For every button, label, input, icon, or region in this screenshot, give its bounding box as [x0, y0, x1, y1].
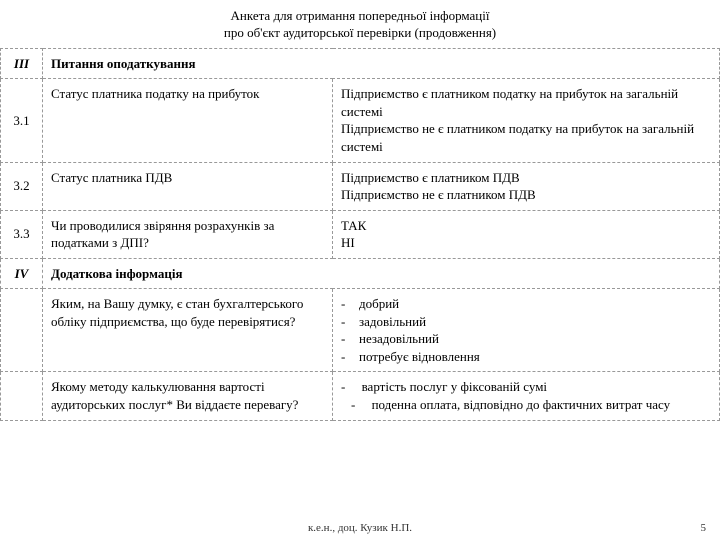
footer: к.е.н., доц. Кузик Н.П. 5	[0, 522, 720, 534]
answer-option: Підприємство є платником ПДВ	[341, 169, 711, 187]
answer-option: Підприємство не є платником ПДВ	[341, 186, 711, 204]
row-answer: Підприємство є платником ПДВ Підприємств…	[333, 162, 720, 210]
row-answer: Підприємство є платником податку на приб…	[333, 79, 720, 162]
row-answer: -добрий -задовільний -незадовільний -пот…	[333, 289, 720, 372]
dash-icon: -	[341, 379, 345, 394]
footer-author: к.е.н., доц. Кузик Н.П.	[0, 522, 720, 534]
section-num: IV	[1, 258, 43, 289]
answer-option: Підприємство є платником податку на приб…	[341, 85, 711, 120]
row-num	[1, 289, 43, 372]
dash-icon: -	[341, 295, 359, 313]
answer-option: -потребує відновлення	[341, 348, 711, 366]
row-num: 3.2	[1, 162, 43, 210]
table-row: Яким, на Вашу думку, є стан бухгалтерськ…	[1, 289, 720, 372]
row-question: Яким, на Вашу думку, є стан бухгалтерськ…	[43, 289, 333, 372]
table-row: 3.2 Статус платника ПДВ Підприємство є п…	[1, 162, 720, 210]
section-label: Додаткова інформація	[43, 258, 720, 289]
section-num: ІІІ	[1, 48, 43, 79]
row-question: Якому методу калькулювання вартості ауди…	[43, 372, 333, 420]
answer-option: -незадовільний	[341, 330, 711, 348]
dash-icon: -	[341, 348, 359, 366]
questionnaire-table: ІІІ Питання оподаткування 3.1 Статус пла…	[0, 48, 720, 421]
slide-title: Анкета для отримання попередньої інформа…	[0, 0, 720, 48]
answer-option: -задовільний	[341, 313, 711, 331]
answer-option: ТАК	[341, 217, 711, 235]
section-row-4: IV Додаткова інформація	[1, 258, 720, 289]
row-question: Статус платника податку на прибуток	[43, 79, 333, 162]
answer-option: -добрий	[341, 295, 711, 313]
row-answer: ТАК НІ	[333, 210, 720, 258]
row-question: Чи проводилися звіряння розрахунків за п…	[43, 210, 333, 258]
row-answer: - вартість послуг у фіксованій сумі - по…	[333, 372, 720, 420]
dash-icon: -	[351, 397, 355, 412]
answer-option: Підприємство не є платником податку на п…	[341, 120, 711, 155]
answer-option: - поденна оплата, відповідно до фактични…	[341, 396, 711, 414]
dash-icon: -	[341, 330, 359, 348]
answer-option: - вартість послуг у фіксованій сумі	[341, 378, 711, 396]
title-line-1: Анкета для отримання попередньої інформа…	[20, 8, 700, 25]
row-question: Статус платника ПДВ	[43, 162, 333, 210]
table-row: 3.1 Статус платника податку на прибуток …	[1, 79, 720, 162]
section-row-3: ІІІ Питання оподаткування	[1, 48, 720, 79]
dash-icon: -	[341, 313, 359, 331]
title-line-2: про об'єкт аудиторської перевірки (продо…	[20, 25, 700, 42]
table-row: 3.3 Чи проводилися звіряння розрахунків …	[1, 210, 720, 258]
row-num: 3.1	[1, 79, 43, 162]
section-label: Питання оподаткування	[43, 48, 720, 79]
answer-option: НІ	[341, 234, 711, 252]
table-row: Якому методу калькулювання вартості ауди…	[1, 372, 720, 420]
row-num: 3.3	[1, 210, 43, 258]
footer-page-number: 5	[701, 522, 707, 534]
row-num	[1, 372, 43, 420]
